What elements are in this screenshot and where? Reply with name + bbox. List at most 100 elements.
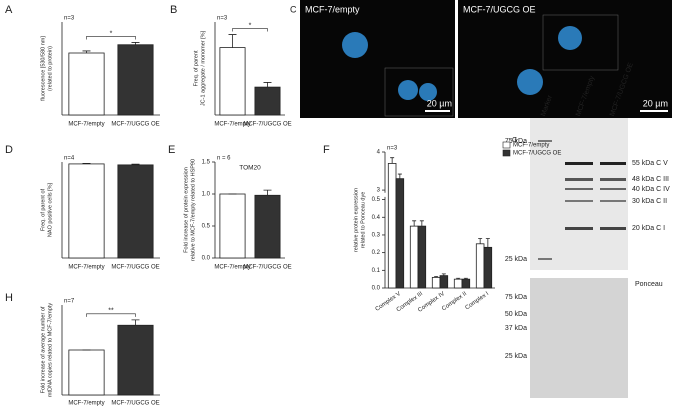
- y-axis-label: related to Ponceau dye: [360, 192, 366, 249]
- western-blot-panel: G Marker MCF-7/empty MCF-7/UGCG OE 75 kD…: [505, 62, 670, 398]
- bar: [117, 164, 154, 259]
- error-bar: [485, 238, 490, 248]
- legend-label: MCF-7/UGCG OE: [513, 151, 561, 157]
- error-bar: [478, 238, 483, 244]
- y-tick-label: 1.0: [202, 192, 211, 198]
- band: [565, 162, 593, 165]
- y-axis-label: relative to MCF-7/empty related to HSP90: [190, 159, 196, 261]
- n-label: n=3: [387, 146, 398, 152]
- y-axis-label: Freq. of parent: [193, 50, 199, 87]
- x-tick-label: MCF-7/UGCG OE: [111, 401, 159, 407]
- y-tick-label: 3: [377, 188, 381, 194]
- bar: [417, 225, 427, 289]
- bar: [68, 349, 105, 396]
- n-label: n=4: [64, 156, 75, 162]
- n-label: n=3: [217, 16, 228, 22]
- band-label: 48 kDa C III: [632, 176, 669, 183]
- y-tick-label: 0.0: [372, 286, 381, 292]
- band: [600, 200, 626, 202]
- y-tick-label: 0.5: [372, 197, 381, 203]
- error-bar: [390, 157, 395, 164]
- error-bar: [434, 276, 439, 278]
- y-tick-label: 0.1: [372, 268, 381, 274]
- band: [600, 188, 626, 190]
- y-axis-label: JC-1 aggregate / monomer [%]: [200, 30, 206, 106]
- band-label: 30 kDa C II: [632, 198, 667, 205]
- band: [600, 227, 626, 230]
- x-tick-label: MCF-7/empty: [214, 122, 250, 128]
- band: [565, 200, 593, 202]
- legend-swatch: [502, 141, 511, 149]
- error-bar: [463, 277, 468, 280]
- inset: [542, 14, 619, 71]
- error-bar: [82, 50, 91, 53]
- panel-letter: B: [170, 4, 177, 16]
- n-label: n=3: [64, 16, 75, 22]
- band: [600, 162, 626, 165]
- legend-swatch: [502, 149, 511, 157]
- x-tick-label: MCF-7/empty: [68, 122, 104, 128]
- panel-letter: D: [5, 144, 13, 156]
- bar: [254, 194, 281, 259]
- significance-bracket: [86, 313, 136, 317]
- image-label: MCF-7/UGCG OE: [463, 4, 536, 14]
- y-axis-label: Fold increase of protein expression: [183, 167, 189, 253]
- nucleus: [558, 26, 582, 50]
- bar: [219, 47, 246, 116]
- y-tick-label: 0.2: [372, 250, 381, 256]
- error-bar: [131, 42, 140, 45]
- bar: [68, 52, 105, 116]
- y-tick-label: 0.0: [202, 256, 211, 262]
- panel-letter: H: [5, 292, 13, 304]
- marker-label: 37 kDa: [505, 325, 527, 332]
- x-tick-label: MCF-7/UGCG OE: [243, 122, 291, 128]
- y-tick-label: 0.3: [372, 233, 381, 239]
- ponceau-label: Ponceau: [635, 281, 663, 288]
- error-bar: [441, 273, 446, 276]
- band: [565, 227, 593, 230]
- band: [538, 140, 552, 142]
- x-tick-label: MCF-7/empty: [214, 265, 250, 271]
- error-bar: [263, 82, 272, 88]
- bar: [475, 243, 485, 289]
- panel-letter: F: [323, 144, 330, 156]
- y-axis-label: mtDNA copies related to MCF-7/empty: [47, 303, 53, 397]
- n-label: n=7: [64, 299, 75, 305]
- x-tick-label: MCF-7/UGCG OE: [243, 265, 291, 271]
- image-label: MCF-7/empty: [305, 4, 360, 14]
- bar: [431, 276, 441, 289]
- panel-letter: A: [5, 4, 13, 16]
- band: [600, 178, 626, 181]
- y-axis-label: NAO positive cells [%]: [47, 182, 53, 237]
- bar: [395, 178, 405, 289]
- error-bar: [456, 277, 461, 280]
- significance-label: *: [249, 22, 252, 29]
- y-tick-label: 0.4: [372, 215, 381, 221]
- y-axis-label: Fold increase of average number of: [40, 306, 46, 393]
- bar: [219, 193, 246, 259]
- band-label: 20 kDa C I: [632, 225, 665, 232]
- panel-letter: E: [168, 144, 175, 156]
- y-tick-label: 4: [377, 150, 381, 156]
- nucleus: [419, 83, 437, 101]
- marker-label: 75 kDa: [505, 294, 527, 301]
- marker-label: 25 kDa: [505, 353, 527, 360]
- chart-title: TOM20: [239, 165, 261, 172]
- scale-label: 20 µm: [643, 98, 668, 108]
- band-label: 55 kDa C V: [632, 160, 668, 167]
- marker-label: 75 kDa: [505, 138, 527, 145]
- bar: [117, 44, 154, 116]
- x-tick-label: MCF-7/UGCG OE: [111, 265, 159, 271]
- error-bar: [412, 220, 417, 227]
- significance-bracket: [232, 28, 268, 32]
- microscopy-panel: C MCF-7/empty 20 µm MCF-7/UGCG OE 20 µm: [290, 0, 672, 118]
- marker-label: 25 kDa: [505, 256, 527, 263]
- significance-label: *: [110, 30, 113, 37]
- band-label: 40 kDa C IV: [632, 186, 670, 193]
- error-bar: [397, 173, 402, 179]
- bar: [254, 86, 281, 116]
- band: [565, 178, 593, 181]
- y-axis-label: relative protein expression: [353, 188, 359, 252]
- blot-image: [530, 118, 628, 270]
